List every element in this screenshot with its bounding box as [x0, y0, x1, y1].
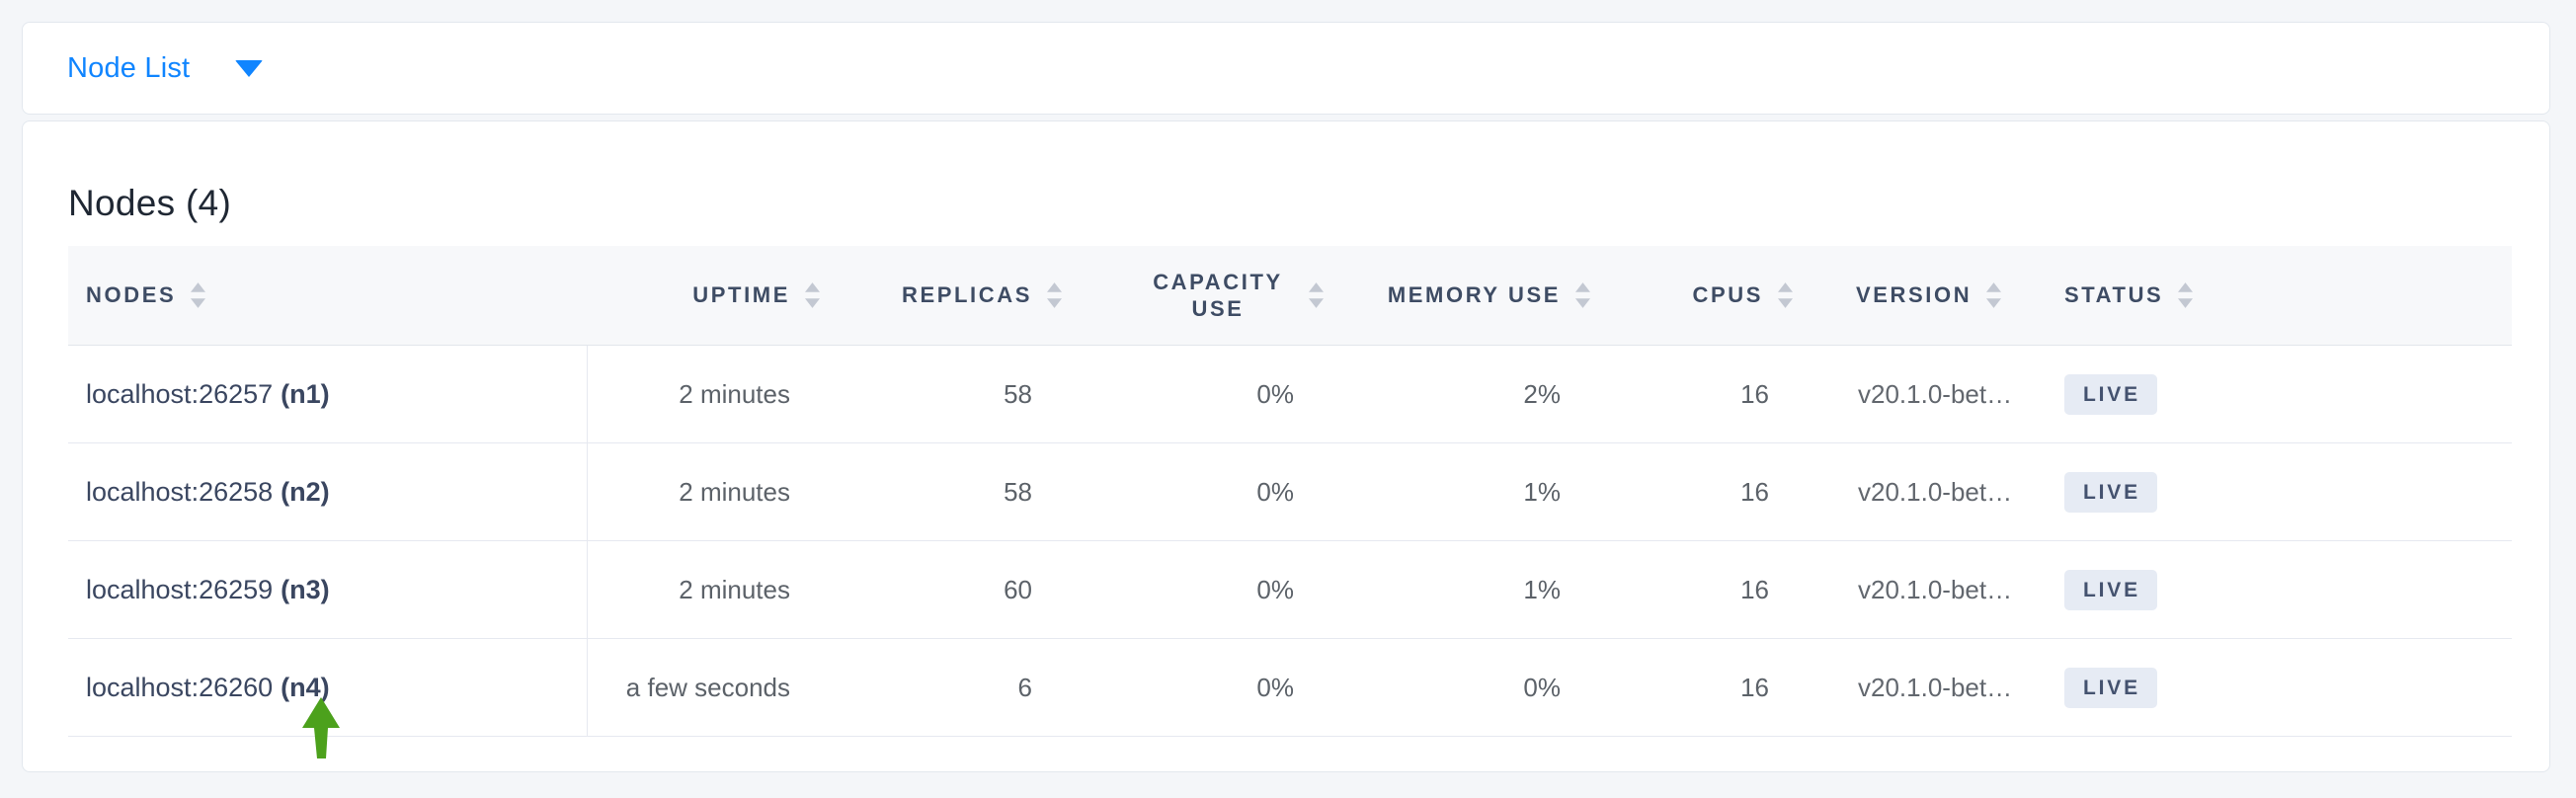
- nodes-table: NODES UPTIME REPLICAS: [68, 246, 2512, 737]
- column-header-memory-use[interactable]: MEMORY USE: [1339, 246, 1606, 346]
- version-cell: v20.1.0-bet…: [1809, 442, 2051, 541]
- version-cell: v20.1.0-bet…: [1809, 540, 2051, 639]
- table-header-row: NODES UPTIME REPLICAS: [68, 246, 2512, 346]
- node-address: localhost:26259: [86, 574, 274, 604]
- column-header-label: REPLICAS: [901, 282, 1032, 307]
- status-cell: LIVE: [2051, 345, 2512, 443]
- column-header-label: MEMORY USE: [1387, 282, 1561, 307]
- version-cell: v20.1.0-bet…: [1809, 638, 2051, 737]
- replicas-cell: 60: [836, 540, 1078, 639]
- cpus-cell: 16: [1606, 442, 1809, 541]
- view-selector-dropdown[interactable]: Node List: [67, 51, 264, 85]
- status-cell: LIVE: [2051, 540, 2512, 639]
- cpus-cell: 16: [1606, 345, 1809, 443]
- cpus-cell: 16: [1606, 540, 1809, 639]
- column-header-label: UPTIME: [692, 282, 790, 307]
- annotation-arrow-icon: [302, 697, 340, 758]
- uptime-cell: 2 minutes: [587, 345, 836, 443]
- nodes-card: Nodes (4) NODES UPTIME: [22, 120, 2550, 772]
- column-header-nodes[interactable]: NODES: [68, 246, 587, 346]
- sort-icon: [1986, 282, 2002, 308]
- memory-use-cell: 1%: [1339, 540, 1606, 639]
- replicas-cell: 58: [836, 442, 1078, 541]
- node-id: (n1): [281, 378, 330, 409]
- sort-icon: [1575, 282, 1590, 308]
- status-badge: LIVE: [2064, 471, 2157, 513]
- column-header-cpus[interactable]: CPUS: [1606, 246, 1809, 346]
- status-badge: LIVE: [2064, 373, 2157, 415]
- capacity-use-cell: 0%: [1078, 638, 1339, 737]
- memory-use-cell: 1%: [1339, 442, 1606, 541]
- sort-icon: [1047, 282, 1062, 308]
- capacity-use-cell: 0%: [1078, 345, 1339, 443]
- column-header-replicas[interactable]: REPLICAS: [836, 246, 1078, 346]
- node-address: localhost:26258: [86, 476, 274, 507]
- column-header-capacity-use[interactable]: CAPACITY USE: [1078, 246, 1339, 346]
- node-id: (n3): [281, 574, 330, 604]
- node-name-cell[interactable]: localhost:26257 (n1): [68, 345, 588, 443]
- cpus-cell: 16: [1606, 638, 1809, 737]
- capacity-use-cell: 0%: [1078, 442, 1339, 541]
- memory-use-cell: 2%: [1339, 345, 1606, 443]
- status-cell: LIVE: [2051, 442, 2512, 541]
- table-row-node-1[interactable]: localhost:26257 (n1) 2 minutes 58 0% 2% 1…: [68, 345, 2512, 443]
- sort-icon: [191, 282, 206, 308]
- table-row-node-2[interactable]: localhost:26258 (n2) 2 minutes 58 0% 1% 1…: [68, 442, 2512, 541]
- node-address: localhost:26260: [86, 672, 274, 702]
- sort-icon: [805, 282, 820, 308]
- column-header-uptime[interactable]: UPTIME: [587, 246, 836, 346]
- column-header-label: CPUS: [1692, 282, 1763, 307]
- uptime-cell: a few seconds: [587, 638, 836, 737]
- capacity-use-cell: 0%: [1078, 540, 1339, 639]
- column-header-label: CAPACITY USE: [1153, 269, 1283, 322]
- uptime-cell: 2 minutes: [587, 442, 836, 541]
- node-address: localhost:26257: [86, 378, 274, 409]
- status-cell: LIVE: [2051, 638, 2512, 737]
- column-header-label: NODES: [86, 282, 177, 307]
- topbar: Node List: [22, 22, 2550, 115]
- node-name-cell[interactable]: localhost:26258 (n2): [68, 442, 588, 541]
- sort-icon: [1778, 282, 1793, 308]
- view-selector-label: Node List: [67, 51, 191, 84]
- uptime-cell: 2 minutes: [587, 540, 836, 639]
- replicas-cell: 6: [836, 638, 1078, 737]
- column-header-label: STATUS: [2064, 282, 2164, 307]
- table-row-node-3[interactable]: localhost:26259 (n3) 2 minutes 60 0% 1% 1…: [68, 540, 2512, 639]
- node-id: (n4): [281, 672, 330, 702]
- sort-icon: [2178, 282, 2194, 308]
- column-header-status[interactable]: STATUS: [2051, 246, 2512, 346]
- table-row-node-4[interactable]: localhost:26260 (n4) a few seconds 6 0% 0…: [68, 638, 2512, 737]
- column-header-label: VERSION: [1856, 282, 1972, 307]
- replicas-cell: 58: [836, 345, 1078, 443]
- node-id: (n2): [281, 476, 330, 507]
- node-name-cell[interactable]: localhost:26259 (n3): [68, 540, 588, 639]
- column-header-version[interactable]: VERSION: [1809, 246, 2051, 346]
- page-title: Nodes (4): [68, 183, 232, 223]
- version-cell: v20.1.0-bet…: [1809, 345, 2051, 443]
- status-badge: LIVE: [2064, 569, 2157, 610]
- status-badge: LIVE: [2064, 667, 2157, 708]
- memory-use-cell: 0%: [1339, 638, 1606, 737]
- sort-icon: [1309, 282, 1324, 308]
- chevron-down-icon: [235, 59, 264, 77]
